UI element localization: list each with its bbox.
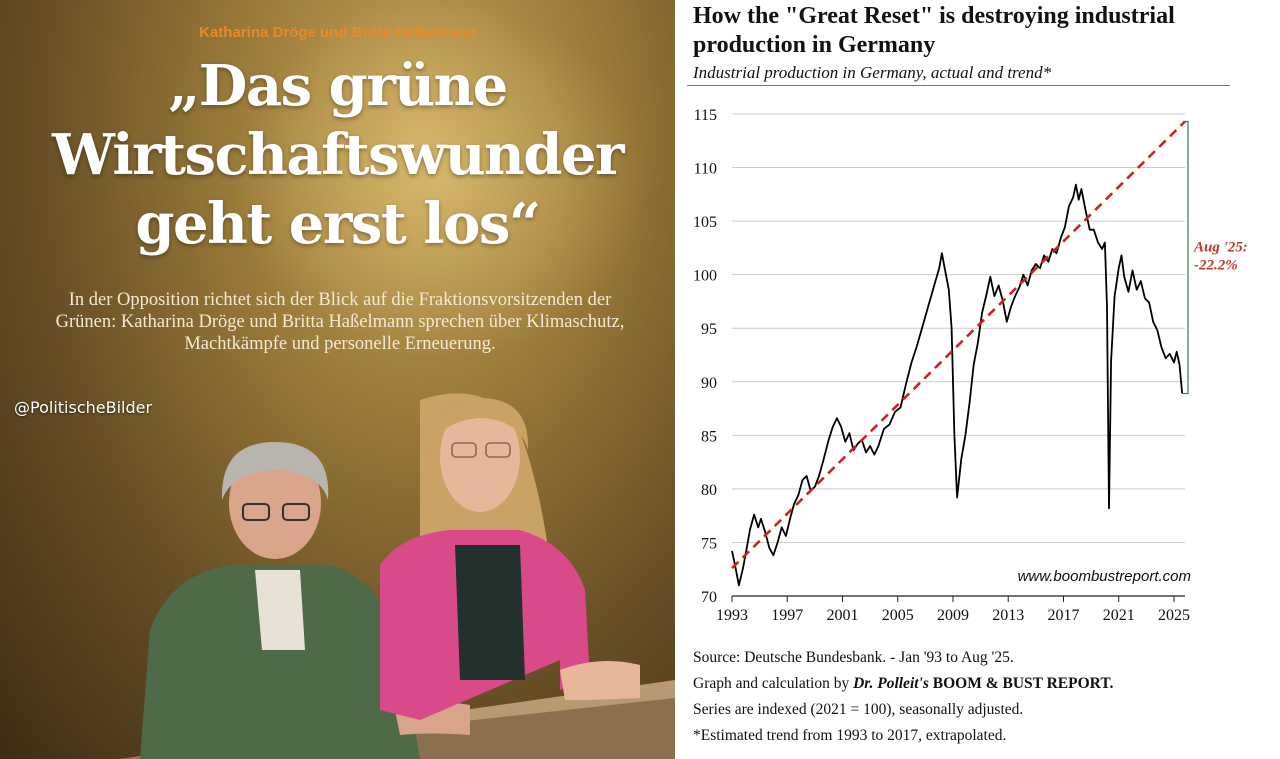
person-right — [380, 393, 640, 720]
y-tick-label: 95 — [701, 321, 717, 338]
magazine-panel: Katharina Dröge und Britta Haßelmann „Da… — [0, 0, 675, 759]
background-glow — [230, 0, 650, 360]
article-kicker: Katharina Dröge und Britta Haßelmann — [199, 24, 476, 41]
chart-panel: How the "Great Reset" is destroying indu… — [675, 0, 1280, 759]
article-headline: „Das grüne Wirtschaftswunder geht erst l… — [0, 52, 675, 259]
line-chart: 70 75 80 85 90 95 100 105 110 115 1993 1997 2001 200… — [693, 107, 1248, 624]
x-tick-label: 2001 — [826, 607, 858, 624]
chart-title: How the "Great Reset" is destroying indu… — [693, 3, 1175, 58]
headline-line: „Das grüne — [168, 53, 508, 119]
x-tick-label: 2013 — [992, 607, 1024, 624]
x-tick-label: 2005 — [882, 607, 914, 624]
x-tick-label: 1997 — [771, 607, 803, 624]
person-left — [140, 442, 470, 759]
y-tick-label: 115 — [694, 107, 717, 124]
watermark-handle: @PolitischeBilder — [14, 398, 153, 417]
credit-note: Graph and calculation by Dr. Polleit's B… — [693, 671, 1113, 697]
y-tick-label: 80 — [701, 482, 717, 499]
watermark-url: www.boombustreport.com — [1018, 568, 1191, 585]
x-tick-label: 1993 — [716, 607, 748, 624]
article-teaser: In der Opposition richtet sich der Blick… — [55, 290, 625, 354]
credit-report: BOOM & BUST REPORT. — [932, 675, 1114, 692]
y-tick-label: 90 — [701, 375, 717, 392]
trend-line — [731, 120, 1186, 570]
y-tick-label: 70 — [701, 589, 717, 606]
index-note: Series are indexed (2021 = 100), seasona… — [693, 701, 1024, 718]
headline-line: geht erst los“ — [135, 191, 541, 257]
y-tick-label: 75 — [701, 535, 717, 552]
credit-prefix: Graph and calculation by — [693, 675, 854, 692]
headline-line: Wirtschaftswunder — [51, 122, 625, 188]
x-tick-label: 2021 — [1103, 607, 1135, 624]
annotation-label: Aug '25: — [1193, 240, 1248, 256]
x-tick-label: 2009 — [937, 607, 969, 624]
production-line — [731, 183, 1184, 587]
y-tick-label: 105 — [693, 214, 717, 231]
chart-subtitle: Industrial production in Germany, actual… — [693, 63, 1052, 82]
trend-note: *Estimated trend from 1993 to 2017, extr… — [693, 727, 1007, 744]
x-tick-label: 2025 — [1158, 607, 1190, 624]
y-tick-label: 110 — [694, 161, 717, 178]
annotation-value: -22.2% — [1194, 258, 1238, 274]
x-tick-label: 2017 — [1047, 607, 1079, 624]
title-divider — [687, 85, 1230, 86]
chart-footnotes: Source: Deutsche Bundesbank. - Jan '93 t… — [693, 645, 1113, 749]
y-tick-label: 85 — [701, 428, 717, 445]
credit-author: Dr. Polleit's — [853, 675, 929, 692]
y-tick-label: 100 — [693, 268, 717, 285]
gap-bracket — [1183, 120, 1189, 395]
portrait-photo — [120, 393, 675, 759]
source-note: Source: Deutsche Bundesbank. - Jan '93 t… — [693, 649, 1014, 666]
